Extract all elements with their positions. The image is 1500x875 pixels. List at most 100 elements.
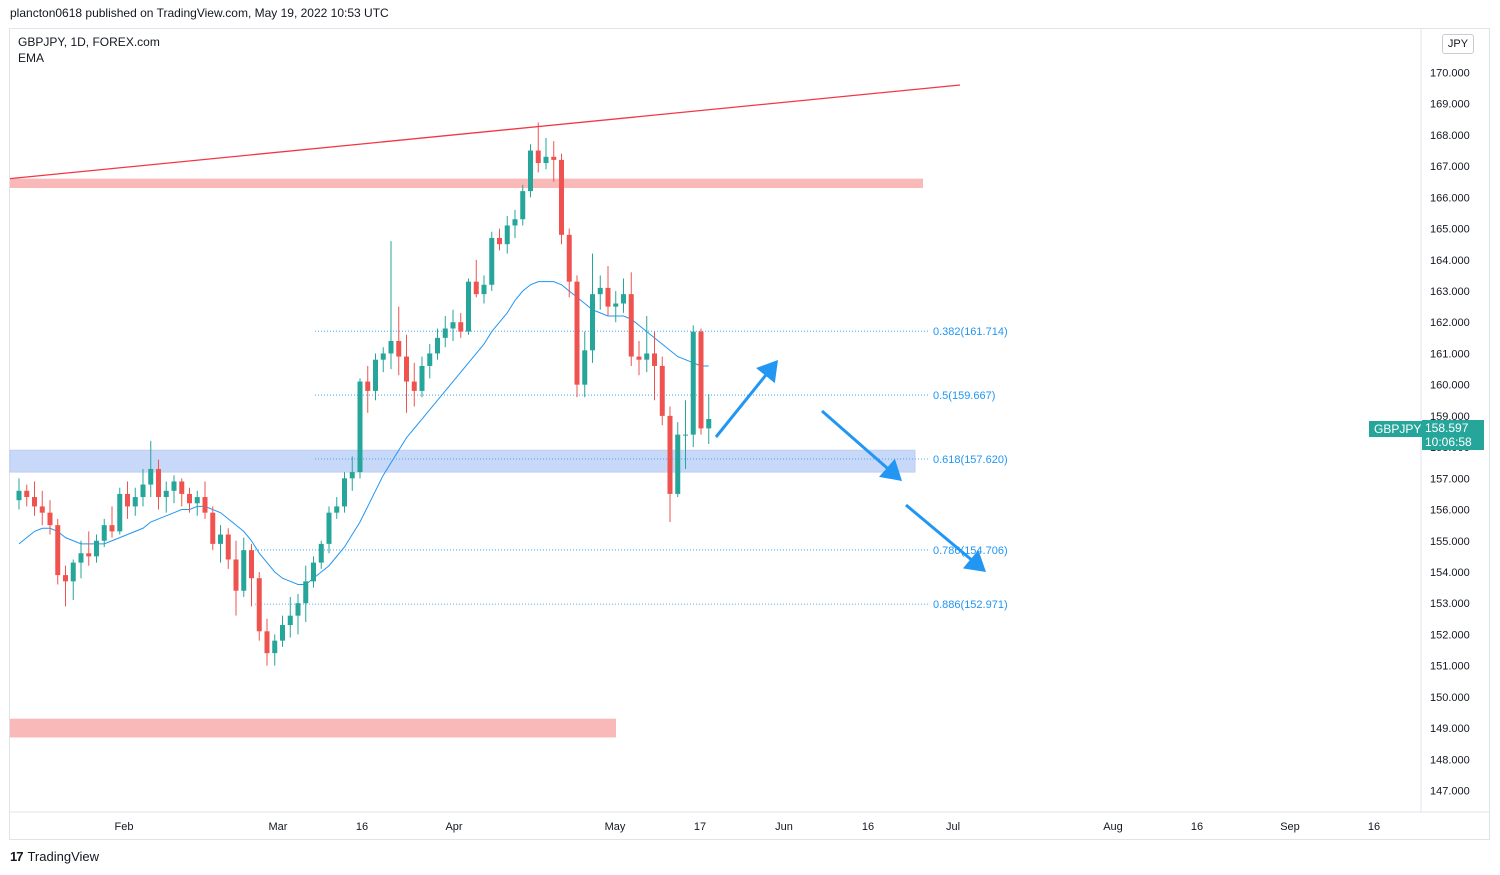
price-tick-label: 166.000 [1430, 192, 1470, 204]
time-tick-label: 16 [1191, 821, 1203, 833]
time-tick-label: May [605, 821, 626, 833]
candle-body [202, 497, 208, 513]
candle-body [597, 287, 603, 295]
candle-body [388, 340, 394, 354]
legend-indicator: EMA [18, 51, 45, 65]
price-tick-label: 164.000 [1430, 255, 1470, 267]
candle [497, 228, 502, 251]
candle [582, 331, 588, 398]
lower-zone [10, 718, 616, 738]
last-price-value: 158.597 [1425, 421, 1469, 435]
tradingview-brand: TradingView [27, 849, 100, 864]
candle [163, 481, 169, 513]
candle [566, 228, 572, 298]
candle-body [342, 478, 347, 507]
candle-body [280, 625, 285, 641]
candle-body [574, 281, 580, 385]
candle-body [582, 350, 588, 385]
candle [218, 525, 223, 563]
candle-body [187, 493, 192, 504]
candle-body [16, 490, 22, 501]
candle-body [528, 150, 533, 192]
time-tick-label: Aug [1103, 821, 1123, 833]
candle [156, 459, 161, 510]
price-tick-label: 157.000 [1430, 473, 1470, 485]
candle [210, 506, 216, 551]
currency-button[interactable]: JPY [1442, 34, 1474, 54]
candle-body [520, 191, 526, 220]
candle-body [47, 512, 53, 526]
candle [659, 356, 665, 426]
candle-body [210, 512, 216, 544]
publish-line: plancton0618 published on TradingView.co… [10, 6, 389, 20]
candle [70, 559, 76, 601]
candle-body [427, 353, 433, 366]
candle [419, 356, 425, 398]
candle [334, 497, 340, 519]
support-zone [9, 449, 916, 473]
candle [597, 275, 603, 310]
price-tick-label: 167.000 [1430, 161, 1470, 173]
candle-body [652, 353, 657, 366]
candle-body [326, 512, 332, 544]
candle [117, 487, 123, 535]
candle [357, 378, 363, 479]
candle [125, 481, 130, 519]
chart-frame [9, 28, 1490, 840]
candle [241, 537, 247, 597]
candle [473, 259, 479, 298]
candle-body [435, 337, 440, 354]
candle [396, 306, 402, 376]
candle [574, 275, 580, 398]
candle-body [659, 365, 665, 416]
candle [179, 478, 185, 507]
candle-body [334, 506, 340, 513]
candle [94, 534, 99, 563]
candle-body [32, 497, 37, 507]
candle [264, 618, 270, 666]
candle [621, 278, 626, 313]
tradingview-footer[interactable]: 17 TradingView [10, 849, 99, 864]
candle-body [171, 481, 177, 491]
price-tick-label: 155.000 [1430, 536, 1470, 548]
candle-body [621, 294, 626, 304]
candle-body [683, 434, 688, 436]
candle [590, 253, 595, 363]
price-tick-label: 148.000 [1430, 754, 1470, 766]
price-tick-label: 163.000 [1430, 286, 1470, 298]
candle [520, 184, 526, 226]
candle-body [117, 493, 123, 532]
candle-body [156, 468, 161, 498]
fib-label: 0.618(157.620) [933, 454, 1008, 466]
candle [280, 615, 285, 647]
price-tick-label: 152.000 [1430, 629, 1470, 641]
candle-body [613, 303, 619, 307]
candle-body [233, 559, 239, 591]
candle-body [264, 631, 270, 654]
candle-body [241, 550, 247, 591]
price-tick-label: 147.000 [1430, 786, 1470, 798]
candle-body [39, 506, 45, 513]
candle [140, 468, 146, 507]
candle-body [349, 472, 355, 479]
price-tick-label: 165.000 [1430, 224, 1470, 236]
candle-body [318, 543, 324, 563]
candle-body [148, 468, 154, 485]
time-tick-label: Jul [946, 821, 960, 833]
candle [690, 325, 696, 448]
candle [342, 472, 347, 513]
candle [613, 291, 619, 323]
resistance-trendline [9, 84, 961, 180]
candle-body [287, 615, 293, 626]
candle [706, 394, 712, 444]
candle-body [249, 550, 254, 579]
candle-body [194, 497, 200, 504]
candle-body [101, 525, 107, 541]
candle-body [132, 497, 138, 507]
candle-body [225, 534, 231, 560]
tradingview-logo-icon: 17 [10, 849, 24, 864]
candle-body [218, 534, 223, 544]
candle-body [466, 281, 471, 332]
candle-body [179, 481, 185, 494]
